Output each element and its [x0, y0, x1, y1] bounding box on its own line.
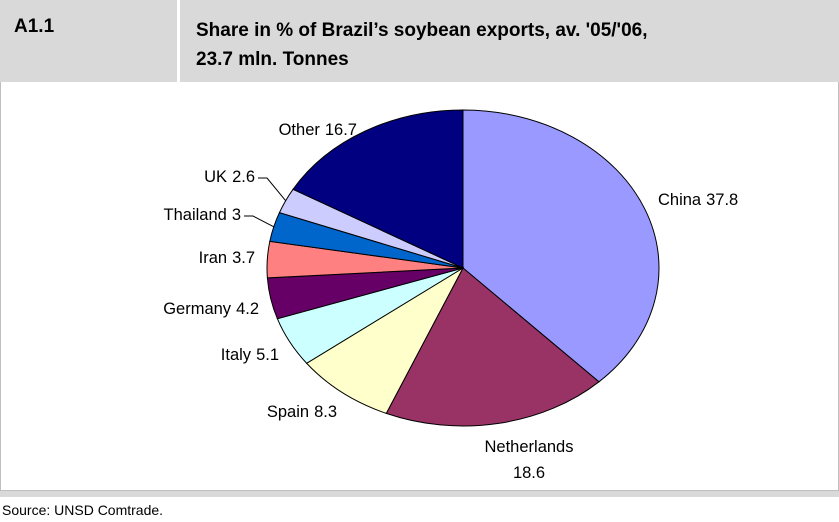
value-label: 4.2: [236, 300, 259, 318]
value-label: 2.6: [232, 168, 255, 186]
category-name: Other: [279, 121, 321, 139]
value-label: 8.3: [314, 403, 337, 421]
category-name: Spain: [267, 403, 309, 421]
slice-label: Thailand 3: [164, 206, 241, 224]
category-name: Germany: [163, 300, 232, 318]
footer-band: [0, 491, 839, 497]
leader-line: [244, 215, 275, 228]
pie-slice: [462, 109, 660, 383]
chart: China 37.8 Netherlands 18.6 Spain 8.3 Italy 5.1…: [163, 109, 738, 482]
value-label: 37.8: [706, 191, 738, 209]
header-cell: Share in % of Brazil’s soybean exports, …: [180, 0, 839, 82]
slice-label: Iran 3.7: [199, 249, 255, 267]
slice-label: Netherlands 18.6: [485, 438, 574, 482]
category-name: Thailand: [164, 206, 227, 224]
header-cell: A1.1: [0, 0, 177, 82]
value-label: 3.7: [232, 249, 255, 267]
slice-label: China 37.8: [658, 191, 738, 209]
chart-title: Share in % of Brazil’s soybean exports, …: [196, 16, 648, 74]
slice-label: Other 16.7: [279, 121, 357, 139]
title-line: Share in % of Brazil’s soybean exports, …: [196, 20, 648, 41]
value-label: 18.6: [513, 464, 545, 482]
slice-label: UK 2.6: [204, 168, 255, 186]
value-label: 3: [232, 206, 241, 224]
value-label: 16.7: [325, 121, 357, 139]
pie-slice: [305, 266, 465, 415]
pie-slice: [292, 109, 464, 269]
category-name: UK: [204, 168, 227, 186]
category-name: China: [658, 191, 702, 209]
slice-label: Italy 5.1: [221, 346, 279, 364]
title-line: 23.7 mln. Tonnes: [196, 49, 349, 70]
slice-label: Spain 8.3: [267, 403, 337, 421]
category-name: Iran: [199, 249, 227, 267]
pie-slice: [385, 267, 600, 427]
slice-label: Germany 4.2: [163, 300, 259, 318]
source-note: Source: UNSD Comtrade.: [2, 502, 164, 518]
category-name: Italy: [221, 346, 252, 364]
category-name: Netherlands: [485, 438, 574, 456]
leader-line: [258, 177, 287, 202]
table-code: A1.1: [14, 16, 55, 37]
value-label: 5.1: [256, 346, 279, 364]
chart-box: China 37.8 Netherlands 18.6 Spain 8.3 Italy 5.1…: [0, 82, 839, 491]
